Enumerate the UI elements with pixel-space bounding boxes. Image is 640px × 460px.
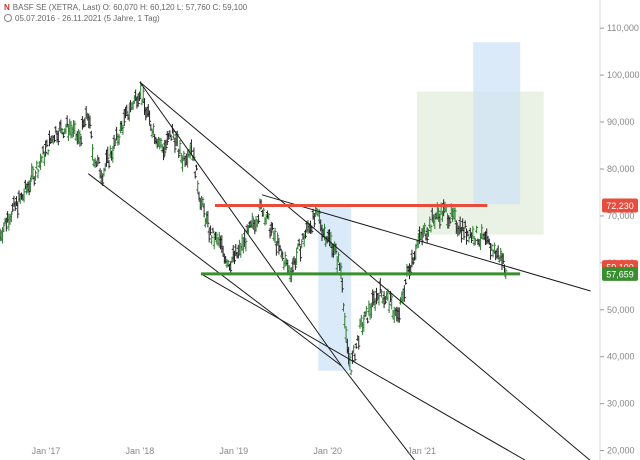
- level-badge-1-label: 57,659: [606, 269, 634, 279]
- zones-layer: [318, 42, 544, 371]
- x-tick-label: Jan '17: [32, 446, 61, 456]
- trendline-5[interactable]: [200, 273, 526, 460]
- x-tick-label: Jan '18: [126, 446, 155, 456]
- y-tick-label: 40,000: [607, 352, 635, 362]
- chart-header-line2: 05.07.2016 - 26.11.2021 (5 Jahre, 1 Tag): [4, 14, 160, 23]
- level-badge-0-bg: [602, 198, 638, 213]
- y-tick-label: 90,000: [607, 117, 635, 127]
- y-tick-label: 70,000: [607, 211, 635, 221]
- y-tick-label: 110,000: [607, 23, 639, 33]
- x-tick-label: Jan '21: [407, 446, 436, 456]
- x-tick-label: Jan '20: [313, 446, 342, 456]
- y-tick-label: 100,000: [607, 70, 640, 80]
- level-badge-1-bg: [602, 266, 638, 281]
- ohlc-summary: BASF SE (XETRA, Last) O: 60,070 H: 60,12…: [12, 3, 248, 12]
- axes-layer: 20,00030,00040,00050,00060,00070,00080,0…: [32, 0, 640, 460]
- clock-icon: [4, 14, 12, 22]
- zone-1: [473, 42, 521, 205]
- trendline-0[interactable]: [139, 81, 343, 367]
- y-tick-label: 30,000: [607, 399, 635, 409]
- trendline-3[interactable]: [261, 194, 591, 292]
- date-range: 05.07.2016 - 26.11.2021 (5 Jahre, 1 Tag): [15, 14, 160, 23]
- level-badge-0-label: 72,230: [606, 201, 634, 211]
- levels-layer: [200, 203, 521, 276]
- y-tick-label: 80,000: [607, 164, 635, 174]
- zone-2: [318, 206, 352, 371]
- x-tick-label: Jan '19: [219, 446, 248, 456]
- trendline-4[interactable]: [341, 365, 422, 460]
- broker-logo-icon: N: [4, 3, 10, 12]
- chart-header-line1: N BASF SE (XETRA, Last) O: 60,070 H: 60,1…: [4, 3, 247, 12]
- y-tick-label: 20,000: [607, 446, 635, 456]
- y-tick-label: 50,000: [607, 305, 635, 315]
- trendline-1[interactable]: [87, 173, 343, 367]
